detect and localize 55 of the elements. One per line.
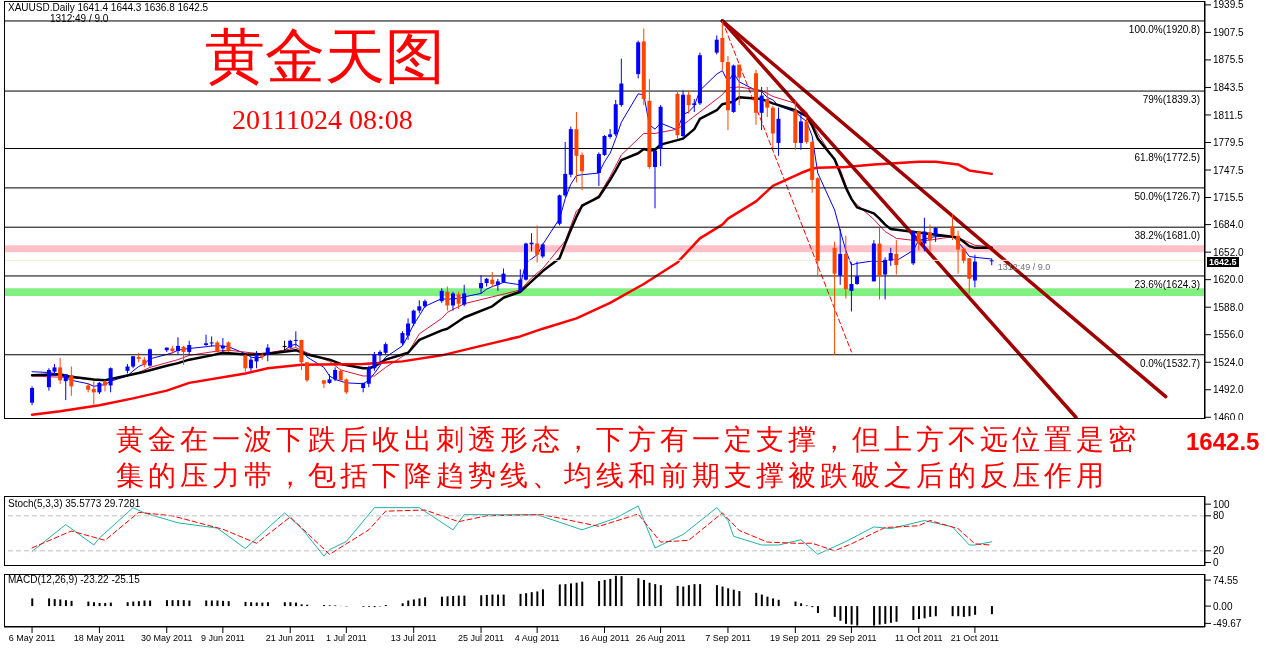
x-tick-label: 7 Sep 2011 — [705, 633, 751, 644]
x-tick-label: 29 Sep 2011 — [826, 633, 877, 644]
y-tick-label: 1939.5 — [1213, 0, 1245, 11]
y-tick-label: -49.67 — [1213, 617, 1242, 629]
text: 1642.5 — [1186, 428, 1260, 456]
ref-line-label: 61.8%(1772.5) — [1134, 151, 1200, 163]
x-tick-label: 1 Jul 2011 — [325, 633, 367, 644]
ref-line-label: 23.6%(1624.3) — [1134, 279, 1200, 291]
y-tick-label: 1620.0 — [1213, 274, 1245, 286]
annotation: 1312:49 / 9.0 — [50, 13, 109, 24]
ref-line-label: 79%(1839.3) — [1142, 94, 1200, 106]
y-tick-label: 1556.0 — [1213, 329, 1245, 341]
y-tick-label: 80 — [1213, 510, 1225, 522]
x-tick-label: 6 May 2011 — [8, 633, 56, 644]
x-tick-label: 13 Jul 2011 — [390, 633, 437, 644]
y-tick-label: 100 — [1213, 498, 1231, 510]
x-tick-label: 4 Aug 2011 — [514, 633, 560, 644]
x-tick-label: 19 Sep 2011 — [770, 633, 821, 644]
y-tick-label: 1747.5 — [1213, 164, 1245, 176]
y-tick-label: 1492.0 — [1213, 384, 1245, 396]
x-tick-label: 21 Oct 2011 — [950, 633, 1000, 644]
ref-line-label: 100.0%(1920.8) — [1128, 24, 1200, 36]
x-tick-label: 11 Oct 2011 — [894, 633, 943, 644]
x-tick-label: 26 Aug 2011 — [635, 633, 686, 644]
y-tick-label: 1907.5 — [1213, 26, 1245, 38]
text: 黄金在一波下跌后收出刺透形态，下方有一定支撑，但上方不远位置是密集的压力带，包括下降趋势线、均线和前期支撑被跌破之后的反压作用 — [116, 423, 1141, 493]
text: 20111024 08:08 — [232, 104, 413, 136]
y-tick-label: 1715.5 — [1213, 192, 1245, 204]
x-tick-label: 16 Aug 2011 — [579, 633, 630, 644]
y-tick-label: 74.55 — [1213, 574, 1239, 586]
y-tick-label: 1684.0 — [1213, 219, 1245, 231]
y-tick-label: 1779.5 — [1213, 137, 1245, 149]
y-tick-label: 20 — [1213, 545, 1225, 557]
y-tick-label: 0.00 — [1213, 600, 1233, 612]
y-tick-label: 1460.0 — [1213, 411, 1245, 423]
y-tick-label: 1811.5 — [1213, 109, 1244, 121]
x-tick-label: 30 May 2011 — [141, 633, 193, 644]
y-tick-label: 1524.0 — [1213, 356, 1245, 368]
annotation: Stoch(5,3,3) 35.5773 29.7281 — [8, 498, 141, 509]
y-tick-label: 1588.0 — [1213, 301, 1245, 313]
x-tick-label: 21 Jun 2011 — [265, 633, 315, 644]
y-tick-label: 1652.0 — [1213, 246, 1245, 258]
y-tick-label: 1875.5 — [1213, 54, 1245, 66]
x-tick-label: 18 May 2011 — [73, 633, 126, 644]
annotation: 1642.5 — [1207, 257, 1239, 268]
ref-line-label: 50.0%(1726.7) — [1134, 191, 1200, 202]
ref-line-label: 38.2%(1681.0) — [1134, 230, 1200, 242]
y-tick-label: 0 — [1213, 557, 1219, 569]
x-tick-label: 25 Jul 2011 — [458, 633, 504, 644]
x-tick-label: 9 Jun 2011 — [200, 633, 245, 644]
y-tick-label: 1843.5 — [1213, 81, 1245, 93]
chart-title: 黄金天图 — [205, 24, 445, 90]
annotation: MACD(12,26,9) -23.22 -25.15 — [8, 574, 140, 585]
annotation: XAUUSD.Daily 1641.4 1644.3 1636.8 1642.5 — [8, 2, 209, 13]
ref-line-label: 0.0%(1532.7) — [1139, 357, 1200, 369]
